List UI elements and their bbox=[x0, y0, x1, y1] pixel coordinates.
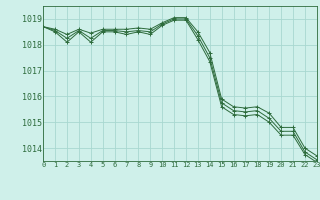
Text: Graphe pression niveau de la mer (hPa): Graphe pression niveau de la mer (hPa) bbox=[58, 187, 262, 196]
